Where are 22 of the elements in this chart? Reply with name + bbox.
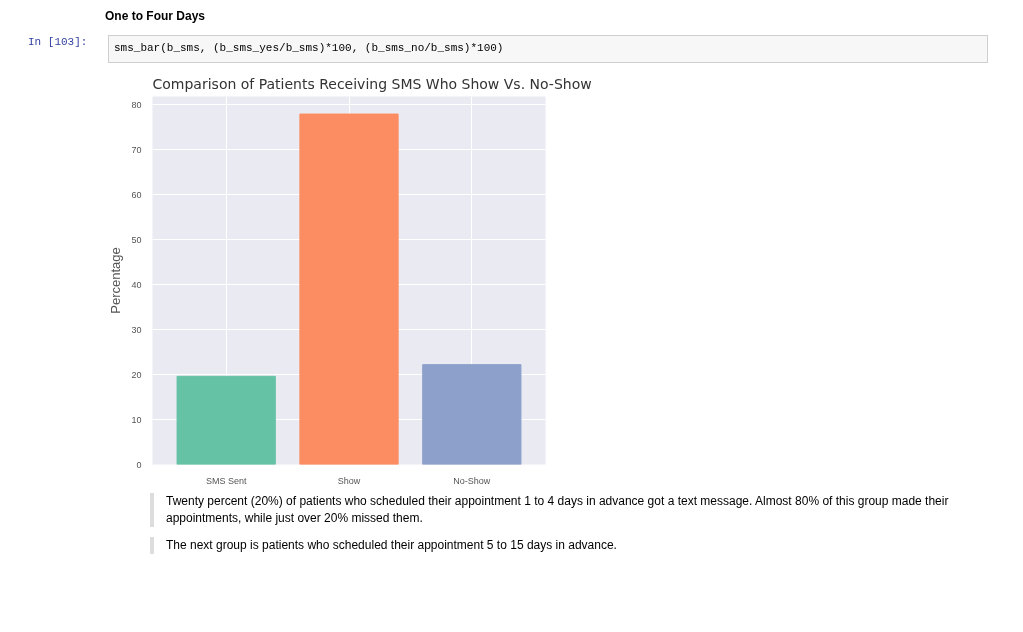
bar: [299, 113, 399, 465]
y-tick-label: 10: [131, 414, 142, 425]
x-tick-label: No-Show: [453, 475, 491, 486]
x-tick-label: SMS Sent: [205, 475, 247, 486]
y-tick-label: 60: [131, 189, 142, 200]
y-tick-label: 70: [131, 144, 142, 155]
x-tick-label: Show: [337, 475, 361, 486]
bar: [176, 375, 276, 465]
y-tick-label: 30: [131, 324, 142, 335]
y-tick-label: 40: [131, 279, 142, 290]
y-tick-label: 80: [131, 99, 142, 110]
text: The next group is patients who scheduled their appointment 5 to 15 days in advance.: [166, 537, 617, 555]
y-tick-label: 50: [131, 234, 142, 245]
text: sms_bar(b_sms, (b_sms_yes/b_sms)*100, (b_sms_no/b_sms)*100): [114, 41, 504, 57]
bar: [422, 363, 522, 465]
y-tick-label: 0: [136, 459, 142, 470]
text: Twenty percent (20%) of patients who scheduled their appointment 1 to 4 days in advance got a text message. Almost 80% of this group made their appointments, while just over 20% missed them.: [166, 492, 950, 527]
chart-title: Comparison of Patients Receiving SMS Who Show Vs. No-Show: [152, 75, 592, 92]
text: In [103]:: [28, 35, 88, 51]
y-tick-label: 20: [131, 369, 142, 380]
text: One to Four Days: [105, 9, 206, 23]
y-axis-title: Percentage: [108, 247, 124, 314]
